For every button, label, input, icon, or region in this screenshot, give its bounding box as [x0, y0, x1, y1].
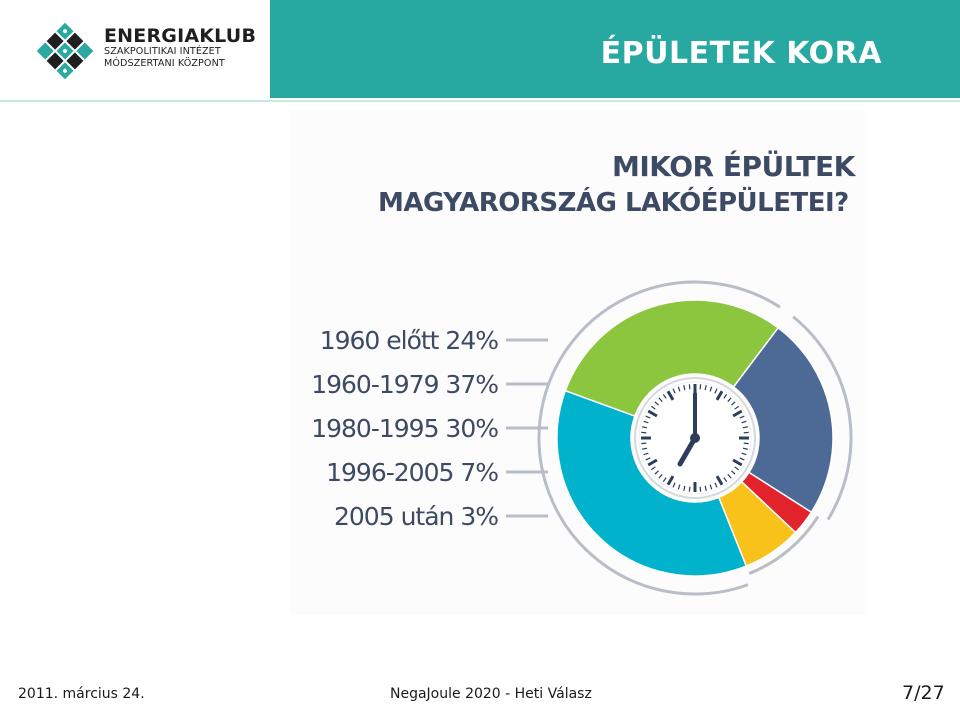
clock-minute-tick	[714, 482, 718, 488]
clock-minute-tick	[650, 466, 656, 471]
clock-minute-tick	[683, 385, 686, 391]
clock-minute-tick	[699, 384, 702, 390]
clock-minute-tick	[742, 426, 748, 429]
logo-subtitle-1: SZAKPOLITIKAI INTÉZET	[104, 46, 221, 57]
clock-hour-hand	[677, 435, 698, 467]
clock-minute-tick	[709, 386, 713, 392]
clock-minute-tick	[677, 484, 681, 490]
clock-hour-tick	[732, 458, 743, 467]
clock-minute-tick	[723, 477, 728, 483]
clock-minute-tick	[741, 420, 747, 424]
clock-minute-tick	[743, 442, 749, 445]
clock-minute-tick	[709, 484, 713, 490]
chart-title-line-1: MIKOR ÉPÜLTEK	[612, 150, 855, 183]
clock-minute-tick	[658, 397, 663, 402]
clock-minute-tick	[642, 426, 648, 429]
clock-hour-tick	[647, 409, 658, 418]
clock-minute-tick	[683, 485, 686, 491]
slice-label: 1960-1979 37%	[311, 370, 498, 399]
energiaklub-logo-icon	[36, 22, 94, 80]
clock-minute-tick	[641, 442, 647, 445]
bracket-arc	[792, 315, 853, 521]
clock-center	[690, 433, 700, 443]
clock-minute-tick	[734, 466, 740, 471]
clock-minute-tick	[645, 415, 651, 419]
slice-label: 1980-1995 30%	[311, 414, 498, 443]
clock-hour-tick	[666, 390, 675, 401]
clock-minute-tick	[650, 405, 656, 410]
slice-label: 1960 előtt 24%	[320, 326, 499, 355]
clock-minute-tick	[645, 457, 651, 461]
clock-minute-tick	[672, 482, 676, 488]
slide-title: ÉPÜLETEK KORA	[600, 36, 882, 71]
clock-minute-tick	[662, 477, 667, 483]
clock-minute-tick	[704, 485, 707, 491]
bracket-arc	[748, 515, 820, 575]
clock-hour-tick	[715, 475, 724, 486]
slice-label: 1996-2005 7%	[326, 458, 498, 487]
clock-minute-tick	[723, 393, 728, 399]
clock-minute-tick	[704, 385, 707, 391]
bracket-arc	[537, 280, 781, 596]
clock-minute-tick	[672, 388, 676, 394]
clock-minute-tick	[699, 486, 702, 492]
clock-minute-tick	[734, 405, 740, 410]
header-band: ÉPÜLETEK KORA	[270, 0, 960, 98]
clock-minute-tick	[739, 457, 745, 461]
clock-minute-tick	[688, 486, 691, 492]
pie-slice	[564, 299, 780, 417]
logo: ENERGIAKLUB SZAKPOLITIKAI INTÉZET MÓDSZE…	[0, 0, 266, 100]
logo-subtitle-2: MÓDSZERTANI KÖZPONT	[104, 58, 225, 69]
page-number: 7/27	[902, 682, 945, 704]
clock-minute-tick	[742, 447, 748, 450]
footer-date: 2011. március 24.	[18, 686, 145, 702]
clock-minute-tick	[739, 415, 745, 419]
clock-hour-tick	[647, 458, 658, 467]
clock-minute-tick	[731, 401, 736, 406]
logo-name: ENERGIAKLUB	[104, 25, 257, 47]
chart-title-line-2: MAGYARORSZÁG LAKÓÉPÜLETEI?	[378, 188, 849, 218]
clock-minute-tick	[641, 431, 647, 434]
clock-minute-tick	[688, 384, 691, 390]
pie-slice	[732, 326, 834, 514]
clock-minute-tick	[654, 401, 659, 406]
clock-minute-tick	[731, 470, 736, 475]
clock-hour-tick	[732, 409, 743, 418]
clock-minute-tick	[677, 386, 681, 392]
clock-hour-tick	[666, 475, 675, 486]
clock-minute-tick	[643, 452, 649, 456]
clock-inner-ring	[638, 381, 752, 495]
slice-label: 2005 után 3%	[334, 502, 498, 531]
clock-minute-tick	[643, 420, 649, 424]
clock-minute-tick	[642, 447, 648, 450]
clock-minute-tick	[741, 452, 747, 456]
clock-minute-tick	[743, 431, 749, 434]
header-divider	[0, 100, 960, 102]
clock-minute-tick	[654, 470, 659, 475]
clock-minute-tick	[658, 474, 663, 479]
pie-slice	[556, 389, 748, 577]
footer-center-text: NegaJoule 2020 - Heti Válasz	[390, 686, 592, 702]
clock-minute-tick	[727, 397, 732, 402]
clock-minute-tick	[714, 388, 718, 394]
clock-minute-tick	[662, 393, 667, 399]
clock-minute-tick	[727, 474, 732, 479]
clock-hour-tick	[715, 390, 724, 401]
